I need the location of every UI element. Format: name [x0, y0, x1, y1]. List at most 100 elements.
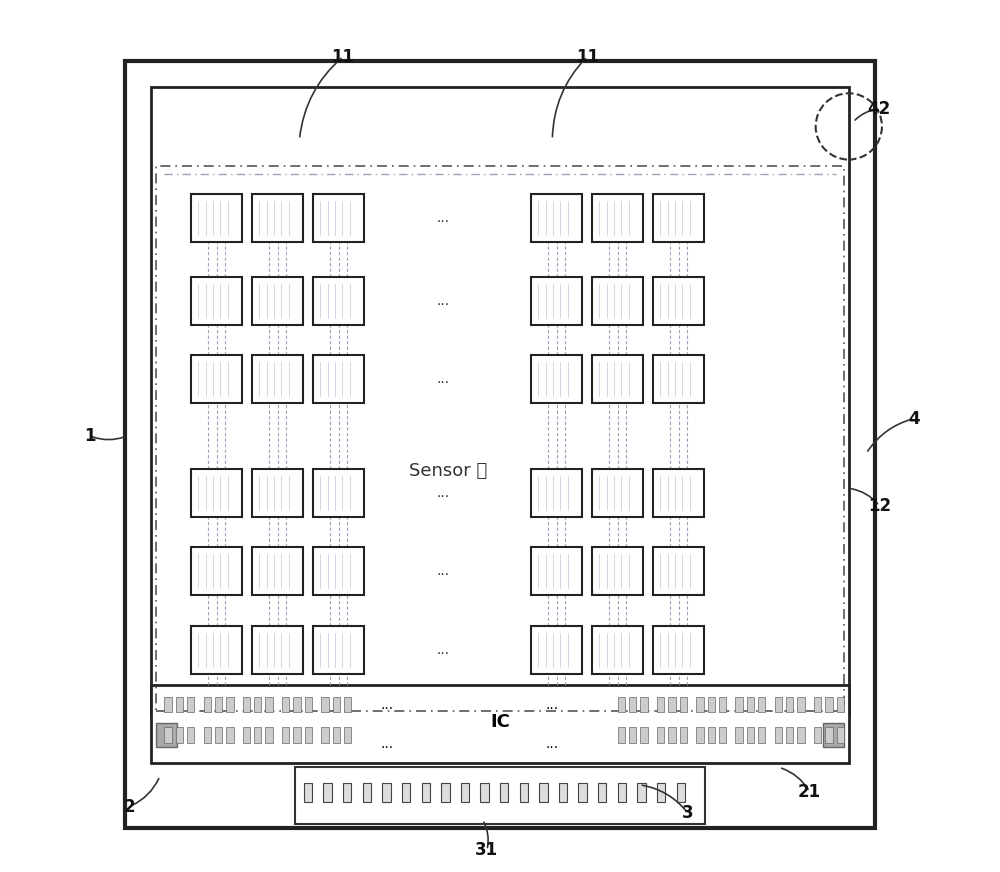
Bar	[775, 727, 782, 743]
Bar	[151, 685, 849, 763]
Text: ...: ...	[437, 643, 450, 657]
Bar	[313, 356, 364, 403]
Text: ...: ...	[380, 737, 393, 751]
Bar	[254, 697, 261, 712]
Bar	[592, 276, 643, 324]
Bar	[747, 697, 754, 712]
Bar	[422, 783, 430, 802]
Bar	[629, 697, 636, 712]
Bar	[343, 783, 351, 802]
Bar	[461, 783, 469, 802]
Bar	[719, 727, 726, 743]
Bar	[313, 548, 364, 596]
Bar	[592, 356, 643, 403]
Bar	[313, 626, 364, 673]
Bar	[680, 697, 687, 712]
Bar	[204, 727, 211, 743]
Text: 21: 21	[798, 783, 821, 800]
Bar	[653, 626, 704, 673]
Bar	[191, 469, 242, 516]
Bar	[668, 727, 676, 743]
Bar	[653, 548, 704, 596]
Bar	[837, 727, 844, 743]
Bar	[191, 626, 242, 673]
Text: ...: ...	[437, 294, 450, 308]
Bar	[520, 783, 528, 802]
Bar	[677, 783, 685, 802]
Bar	[191, 276, 242, 324]
Bar	[668, 697, 676, 712]
Bar	[786, 727, 793, 743]
Bar	[313, 194, 364, 242]
Bar	[293, 697, 301, 712]
Bar	[402, 783, 410, 802]
Text: 3: 3	[682, 804, 693, 821]
Bar	[618, 783, 626, 802]
Bar	[531, 469, 582, 516]
Bar	[637, 783, 646, 802]
Bar	[321, 697, 329, 712]
Bar	[252, 276, 303, 324]
Bar	[305, 697, 312, 712]
Bar	[191, 194, 242, 242]
Bar	[305, 727, 312, 743]
Bar	[592, 548, 643, 596]
Text: 31: 31	[475, 841, 498, 859]
Bar	[243, 727, 250, 743]
Bar	[344, 727, 351, 743]
Bar	[735, 697, 743, 712]
Text: 2: 2	[124, 798, 135, 815]
Text: 1: 1	[84, 427, 96, 445]
Bar	[653, 356, 704, 403]
Bar	[657, 783, 665, 802]
Bar	[295, 767, 705, 824]
Bar	[837, 697, 844, 712]
Bar	[323, 783, 332, 802]
Bar	[363, 783, 371, 802]
Bar	[823, 723, 844, 747]
Bar	[696, 697, 704, 712]
Bar	[252, 626, 303, 673]
Bar	[578, 783, 587, 802]
Bar	[758, 727, 765, 743]
Bar	[708, 727, 715, 743]
Bar	[653, 194, 704, 242]
Bar	[797, 697, 805, 712]
Text: 42: 42	[868, 100, 891, 118]
Bar	[814, 697, 821, 712]
Bar	[313, 469, 364, 516]
Bar	[786, 697, 793, 712]
Bar	[531, 626, 582, 673]
Bar	[653, 276, 704, 324]
Bar	[657, 727, 664, 743]
Bar	[293, 727, 301, 743]
Text: 4: 4	[908, 410, 920, 427]
Bar	[640, 727, 648, 743]
Bar	[215, 727, 222, 743]
Bar	[156, 166, 844, 711]
Bar	[282, 697, 289, 712]
Text: ...: ...	[546, 698, 559, 712]
Bar	[164, 727, 172, 743]
Bar	[243, 697, 250, 712]
Text: Sensor 区: Sensor 区	[409, 462, 487, 480]
Bar	[618, 727, 625, 743]
Text: IC: IC	[490, 713, 510, 731]
Bar	[252, 548, 303, 596]
Bar	[441, 783, 450, 802]
Bar	[559, 783, 567, 802]
Text: ...: ...	[437, 211, 450, 225]
Bar	[797, 727, 805, 743]
Bar	[480, 783, 489, 802]
Bar	[592, 469, 643, 516]
Bar	[382, 783, 391, 802]
Bar	[304, 783, 312, 802]
Bar	[531, 194, 582, 242]
Bar	[254, 727, 261, 743]
Text: 12: 12	[868, 497, 891, 514]
Bar	[191, 356, 242, 403]
Bar	[531, 276, 582, 324]
Bar	[640, 697, 648, 712]
Bar	[735, 727, 743, 743]
Bar	[252, 194, 303, 242]
